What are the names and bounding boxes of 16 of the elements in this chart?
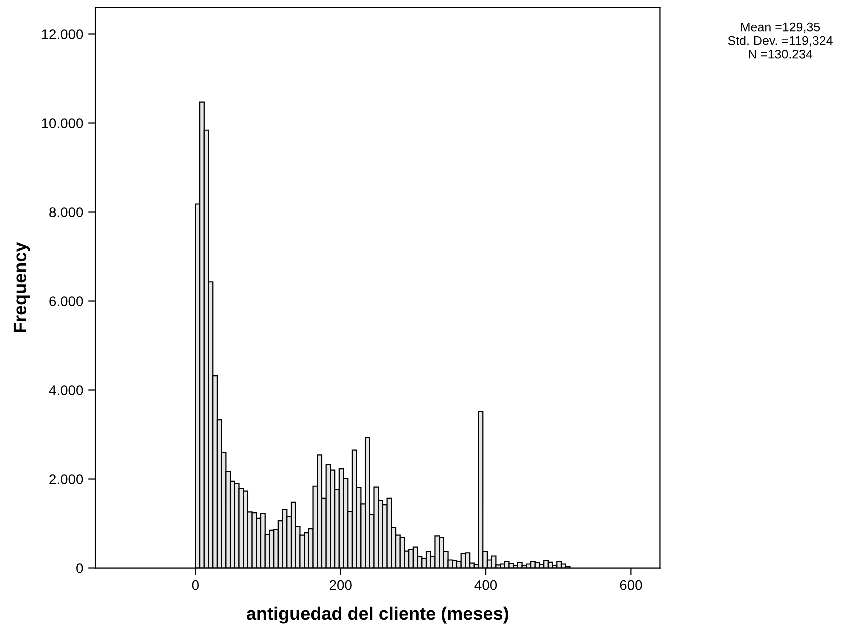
y-tick-label: 6.000 [50,296,84,306]
y-tick-label: 10.000 [42,118,84,128]
x-tick-label: 200 [330,580,352,590]
y-tick-label: 0 [76,564,84,574]
x-tick-label: 400 [474,580,498,590]
x-axis-title: antiguedad del cliente (meses) [246,606,508,624]
y-tick-label: 4.000 [49,386,84,396]
x-tick-label: 600 [620,580,642,590]
y-tick-label: 8.000 [50,208,84,218]
x-tick-label: 0 [192,580,200,590]
text: Mean =129,35 [741,22,820,34]
text: Std. Dev. =119,324 [728,36,833,47]
text: N =130.234 [749,50,813,59]
y-tick-label: 12.000 [42,30,84,40]
y-tick-label: 2.000 [50,474,84,484]
y-axis-title: Frequency [14,242,30,332]
